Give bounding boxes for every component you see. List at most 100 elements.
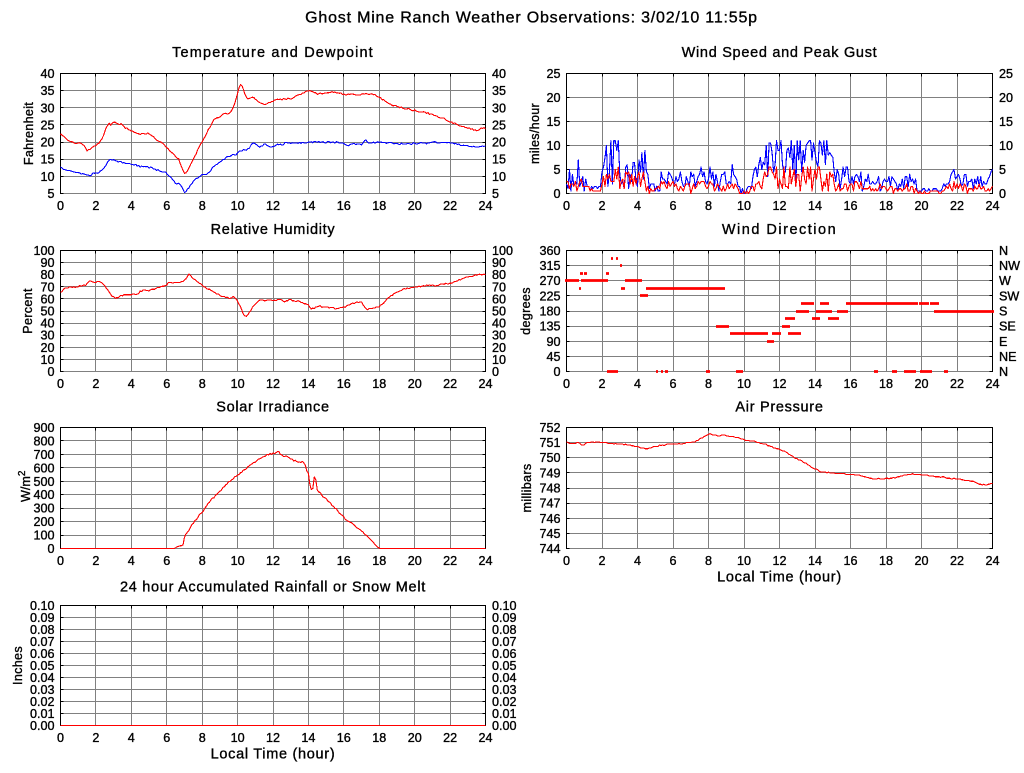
svg-text:W/m2: W/m2	[17, 470, 33, 502]
svg-text:20: 20	[408, 199, 422, 213]
svg-text:5: 5	[553, 163, 560, 177]
svg-text:16: 16	[337, 731, 351, 745]
svg-text:Inches: Inches	[11, 646, 25, 685]
svg-text:744: 744	[539, 542, 560, 556]
svg-text:20: 20	[40, 136, 54, 150]
svg-text:360: 360	[539, 244, 560, 258]
svg-text:30: 30	[492, 329, 506, 343]
svg-text:0: 0	[563, 199, 570, 213]
svg-text:0.01: 0.01	[30, 707, 55, 721]
svg-text:0.08: 0.08	[30, 623, 55, 637]
svg-text:270: 270	[539, 274, 560, 288]
svg-text:6: 6	[163, 554, 170, 568]
svg-text:6: 6	[669, 199, 676, 213]
svg-text:0.10: 0.10	[30, 599, 55, 613]
svg-text:25: 25	[492, 118, 506, 132]
svg-text:0.05: 0.05	[30, 659, 55, 673]
svg-text:25: 25	[546, 67, 560, 81]
svg-text:16: 16	[843, 377, 857, 391]
svg-text:6: 6	[669, 377, 676, 391]
svg-text:18: 18	[879, 554, 893, 568]
svg-text:20: 20	[408, 377, 422, 391]
svg-text:12: 12	[772, 377, 786, 391]
svg-text:800: 800	[33, 434, 54, 448]
svg-text:90: 90	[40, 256, 54, 270]
svg-text:18: 18	[372, 377, 386, 391]
svg-text:8: 8	[199, 377, 206, 391]
svg-text:24: 24	[985, 377, 999, 391]
svg-text:10: 10	[231, 377, 245, 391]
svg-text:degrees: degrees	[519, 287, 533, 335]
svg-text:0: 0	[563, 377, 570, 391]
svg-text:2: 2	[598, 554, 605, 568]
svg-text:14: 14	[301, 199, 315, 213]
svg-text:2: 2	[92, 377, 99, 391]
svg-text:746: 746	[539, 512, 560, 526]
svg-text:8: 8	[199, 199, 206, 213]
svg-text:100: 100	[33, 244, 54, 258]
svg-text:18: 18	[879, 199, 893, 213]
svg-text:Temperature and Dewpoint: Temperature and Dewpoint	[172, 45, 374, 61]
svg-text:40: 40	[40, 67, 54, 81]
svg-text:4: 4	[634, 377, 641, 391]
svg-text:14: 14	[301, 377, 315, 391]
svg-text:80: 80	[492, 268, 506, 282]
svg-text:14: 14	[808, 199, 822, 213]
svg-text:0.04: 0.04	[492, 671, 517, 685]
svg-text:10: 10	[231, 731, 245, 745]
svg-text:0.08: 0.08	[492, 623, 517, 637]
svg-text:40: 40	[492, 317, 506, 331]
svg-text:15: 15	[999, 115, 1013, 129]
svg-text:752: 752	[539, 421, 560, 435]
svg-text:0.03: 0.03	[30, 683, 55, 697]
svg-text:5: 5	[492, 187, 499, 201]
svg-text:Wind Speed and Peak Gust: Wind Speed and Peak Gust	[682, 45, 878, 61]
svg-text:22: 22	[950, 377, 964, 391]
svg-text:18: 18	[879, 377, 893, 391]
svg-text:8: 8	[199, 554, 206, 568]
svg-text:0.06: 0.06	[492, 647, 517, 661]
svg-text:749: 749	[539, 466, 560, 480]
svg-text:14: 14	[301, 731, 315, 745]
svg-text:0: 0	[553, 365, 560, 379]
svg-text:0.09: 0.09	[492, 611, 517, 625]
svg-text:8: 8	[199, 731, 206, 745]
svg-text:600: 600	[33, 461, 54, 475]
svg-text:14: 14	[808, 377, 822, 391]
svg-text:60: 60	[40, 292, 54, 306]
svg-text:20: 20	[999, 91, 1013, 105]
svg-text:50: 50	[492, 305, 506, 319]
svg-text:24: 24	[478, 377, 492, 391]
svg-text:15: 15	[40, 153, 54, 167]
svg-text:20: 20	[492, 136, 506, 150]
svg-text:10: 10	[231, 199, 245, 213]
svg-text:0: 0	[492, 365, 499, 379]
svg-text:Local Time (hour): Local Time (hour)	[211, 747, 336, 763]
svg-text:8: 8	[705, 199, 712, 213]
svg-text:135: 135	[539, 320, 560, 334]
svg-text:18: 18	[372, 731, 386, 745]
svg-text:30: 30	[492, 101, 506, 115]
svg-text:10: 10	[737, 377, 751, 391]
svg-text:24: 24	[478, 199, 492, 213]
svg-text:14: 14	[301, 554, 315, 568]
svg-text:40: 40	[492, 67, 506, 81]
svg-text:0: 0	[57, 377, 64, 391]
svg-text:20: 20	[408, 731, 422, 745]
svg-text:225: 225	[539, 289, 560, 303]
svg-text:180: 180	[539, 305, 560, 319]
svg-text:miles/hour: miles/hour	[528, 103, 542, 164]
svg-text:30: 30	[40, 101, 54, 115]
svg-text:0: 0	[47, 542, 54, 556]
svg-text:0: 0	[553, 187, 560, 201]
svg-text:6: 6	[163, 731, 170, 745]
svg-text:2: 2	[92, 554, 99, 568]
svg-text:SW: SW	[999, 289, 1019, 303]
svg-text:0: 0	[57, 554, 64, 568]
svg-text:24: 24	[478, 731, 492, 745]
svg-text:0.00: 0.00	[492, 719, 517, 733]
svg-text:10: 10	[231, 554, 245, 568]
svg-text:4: 4	[128, 731, 135, 745]
svg-text:millibars: millibars	[520, 464, 534, 513]
svg-text:10: 10	[737, 554, 751, 568]
